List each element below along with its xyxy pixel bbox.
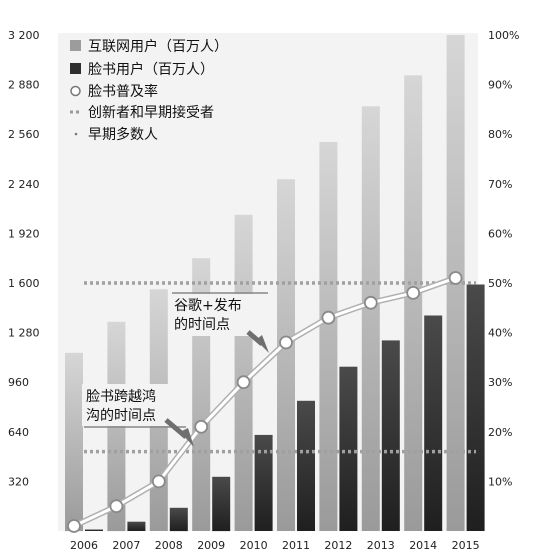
- annotation-google-launch: 谷歌+发布 的时间点: [170, 292, 270, 353]
- annotation-google-launch-line-1: 谷歌+发布: [174, 298, 242, 314]
- legend-swatch-facebook-users: [70, 63, 81, 74]
- left-tick-label: 3 200: [8, 29, 40, 42]
- penetration-line: [73, 276, 457, 528]
- bar-facebook-users-2007: [127, 521, 146, 531]
- penetration-point-2010: [236, 375, 251, 390]
- bar-internet-users-2012: [319, 141, 338, 531]
- penetration-point-2009: [194, 419, 209, 434]
- left-tick-label: 960: [8, 376, 29, 389]
- x-tick-label: 2009: [197, 539, 225, 552]
- penetration-point-2015: [448, 271, 463, 285]
- legend-swatch-internet-users: [70, 40, 81, 51]
- left-tick-label: 2 240: [8, 178, 40, 191]
- penetration-point-2008: [151, 474, 166, 489]
- bar-facebook-users-2009: [212, 476, 231, 532]
- bar-facebook-users-2006: [85, 529, 103, 531]
- right-tick-label: 10%: [488, 475, 512, 488]
- bar-facebook-users-2010: [254, 434, 273, 531]
- bar-facebook-users-2012: [339, 366, 358, 531]
- annotation-google-launch-line-2: 的时间点: [174, 317, 230, 333]
- annotation-google-launch-background: [170, 294, 270, 336]
- bar-internet-users-2006: [65, 352, 83, 532]
- left-tick-label: 1 920: [8, 227, 40, 240]
- facebook-users-bars: [85, 284, 485, 532]
- x-tick-label: 2006: [70, 539, 98, 552]
- facebook-penetration-line: [67, 271, 463, 533]
- annotation-crossing-chasm-arrow-head: [180, 428, 194, 447]
- x-tick-label: 2012: [324, 539, 352, 552]
- right-tick-label: 50%: [488, 277, 512, 290]
- right-axis-ticks: 10% 20% 30% 40% 50% 60% 70% 80% 90% 100%: [488, 29, 519, 488]
- legend-background: [62, 37, 240, 143]
- bar-facebook-users-2014: [424, 315, 443, 531]
- right-tick-label: 30%: [488, 376, 512, 389]
- right-tick-label: 60%: [488, 227, 512, 240]
- annotation-crossing-chasm-background: [82, 384, 188, 426]
- left-tick-label: 1 600: [8, 277, 40, 290]
- x-tick-label: 2011: [282, 539, 310, 552]
- annotation-crossing-chasm-line-2: 沟的时间点: [86, 408, 156, 424]
- left-tick-label: 2 560: [8, 128, 40, 141]
- bar-internet-users-2011: [277, 179, 295, 531]
- right-tick-label: 40%: [488, 327, 512, 340]
- left-tick-label: 640: [8, 426, 29, 439]
- legend-label-facebook-users: 脸书用户（百万人）: [88, 61, 214, 78]
- left-axis-ticks: 320 640 960 1 280 1 600 1 920 2 240 2 560 2 880 3…: [8, 29, 40, 488]
- x-tick-label: 2014: [409, 539, 437, 552]
- left-tick-label: 320: [8, 475, 29, 488]
- bar-internet-users-2013: [361, 106, 380, 532]
- right-tick-label: 70%: [488, 178, 512, 191]
- right-tick-label: 90%: [488, 79, 512, 92]
- penetration-point-2011: [279, 335, 293, 350]
- bar-facebook-users-2013: [381, 340, 400, 531]
- legend-label-penetration: 脸书普及率: [88, 83, 158, 100]
- legend-label-innovators: 创新者和早期接受者: [88, 104, 214, 121]
- legend: 互联网用户（百万人） 脸书用户（百万人） 脸书普及率 创新者和早期接受者 早期多…: [62, 37, 240, 143]
- right-tick-label: 80%: [488, 128, 512, 141]
- bar-facebook-users-2011: [297, 400, 315, 531]
- legend-marker-penetration: [70, 85, 81, 97]
- x-tick-label: 2015: [452, 539, 480, 552]
- left-tick-label: 2 880: [8, 79, 40, 92]
- legend-label-early-majority: 早期多数人: [88, 126, 158, 143]
- x-tick-label: 2008: [155, 539, 183, 552]
- penetration-point-2012: [321, 310, 336, 325]
- left-tick-label: 1 280: [8, 327, 40, 340]
- penetration-point-2006: [67, 519, 81, 533]
- penetration-point-2007: [109, 499, 124, 514]
- bar-facebook-users-2008: [169, 507, 188, 532]
- penetration-point-2014: [406, 285, 421, 300]
- annotation-crossing-chasm: 脸书跨越鸿 沟的时间点: [82, 384, 194, 447]
- annotation-crossing-chasm-line-1: 脸书跨越鸿: [86, 388, 156, 405]
- penetration-point-2013: [363, 295, 378, 310]
- x-tick-label: 2007: [112, 539, 140, 552]
- x-tick-label: 2013: [367, 539, 395, 552]
- right-tick-label: 100%: [488, 29, 519, 42]
- reference-lines: [84, 281, 476, 454]
- bar-internet-users-2014: [404, 75, 423, 532]
- x-tick-label: 2010: [240, 539, 268, 552]
- annotation-google-launch-arrow-head: [256, 335, 269, 353]
- x-axis-ticks: 2006 2007 2008 2009 2010 2011 2012 2013 2014 2015: [70, 539, 480, 552]
- right-tick-label: 20%: [488, 426, 512, 439]
- legend-label-internet-users: 互联网用户（百万人）: [88, 38, 228, 55]
- bar-facebook-users-2015: [466, 284, 485, 531]
- legend-marker-early-majority: [74, 132, 78, 136]
